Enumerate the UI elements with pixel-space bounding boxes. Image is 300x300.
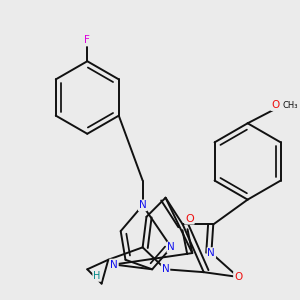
Text: N: N	[167, 242, 175, 252]
Text: O: O	[234, 272, 242, 282]
Text: CH₃: CH₃	[283, 100, 298, 109]
Text: F: F	[84, 35, 90, 45]
Text: H: H	[93, 271, 100, 281]
Text: O: O	[271, 100, 279, 110]
Text: N: N	[110, 260, 118, 269]
Text: N: N	[162, 264, 170, 274]
Text: O: O	[185, 214, 194, 224]
Text: N: N	[139, 200, 146, 210]
Text: N: N	[208, 248, 215, 258]
